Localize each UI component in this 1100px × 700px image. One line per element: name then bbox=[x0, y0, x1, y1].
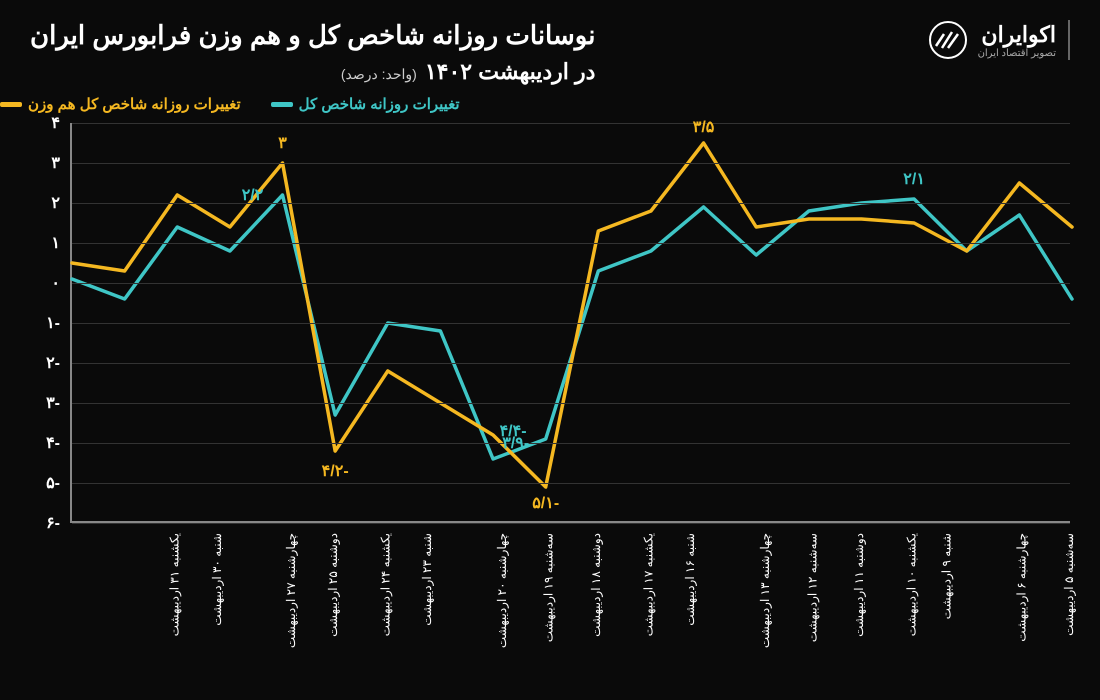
chart-unit: (واحد: درصد) bbox=[341, 66, 417, 83]
brand-logo: اکوایران تصویر اقتصاد ایران bbox=[928, 20, 1070, 60]
x-tick-label: شنبه ۲۳ اردیبهشت bbox=[420, 533, 434, 626]
brand-name: اکوایران bbox=[978, 22, 1056, 48]
plot-area: ۲/۱۳/۵-۳/۹-۵/۱-۴/۴-۴/۲۲/۲۳ bbox=[70, 123, 1070, 523]
grid-line bbox=[72, 483, 1070, 484]
y-tick-label: -۵ bbox=[46, 473, 60, 493]
x-tick-label: یکشنبه ۱۰ اردیبهشت bbox=[904, 533, 918, 636]
y-tick-label: ۳ bbox=[51, 153, 60, 173]
data-annotation: ۳/۵ bbox=[693, 117, 715, 137]
grid-line bbox=[72, 403, 1070, 404]
data-annotation: ۳ bbox=[278, 133, 287, 153]
x-tick-label: شنبه ۹ اردیبهشت bbox=[940, 533, 954, 619]
grid-line bbox=[72, 283, 1070, 284]
grid-line bbox=[72, 203, 1070, 204]
grid-line bbox=[72, 163, 1070, 164]
brand-tagline: تصویر اقتصاد ایران bbox=[978, 48, 1056, 59]
series-line bbox=[72, 195, 1072, 459]
grid-line bbox=[72, 243, 1070, 244]
grid-line bbox=[72, 323, 1070, 324]
x-tick-label: دوشنبه ۱۸ اردیبهشت bbox=[589, 533, 603, 637]
data-annotation: ۲/۲ bbox=[242, 185, 264, 205]
x-tick-label: سه‌شنبه ۵ اردیبهشت bbox=[1062, 533, 1076, 636]
data-annotation: ۲/۱ bbox=[903, 169, 925, 189]
x-tick-label: یکشنبه ۳۱ اردیبهشت bbox=[167, 533, 181, 636]
chart-subtitle: در اردیبهشت ۱۴۰۲ bbox=[425, 59, 596, 85]
legend-series1: تغییرات روزانه شاخص کل هم وزن bbox=[0, 95, 241, 113]
y-tick-label: -۴ bbox=[46, 433, 60, 453]
chart-area: -۶-۵-۴-۳-۲-۱۰۱۲۳۴ ۲/۱۳/۵-۳/۹-۵/۱-۴/۴-۴/۲… bbox=[30, 123, 1070, 613]
y-axis: -۶-۵-۴-۳-۲-۱۰۱۲۳۴ bbox=[30, 123, 60, 523]
y-tick-label: ۰ bbox=[51, 273, 60, 293]
x-tick-label: سه‌شنبه ۱۲ اردیبهشت bbox=[805, 533, 819, 642]
x-tick-label: چهارشنبه ۲۷ اردیبهشت bbox=[284, 533, 298, 648]
series-line bbox=[72, 143, 1072, 487]
x-tick-label: یکشنبه ۱۷ اردیبهشت bbox=[641, 533, 655, 636]
chart-title: نوسانات روزانه شاخص کل و هم وزن فرابورس … bbox=[30, 20, 595, 51]
x-tick-label: چهارشنبه ۲۰ اردیبهشت bbox=[495, 533, 509, 648]
data-annotation: -۴/۲ bbox=[322, 461, 349, 481]
y-tick-label: ۲ bbox=[51, 193, 60, 213]
x-tick-label: دوشنبه ۱۱ اردیبهشت bbox=[852, 533, 866, 637]
grid-line bbox=[72, 363, 1070, 364]
x-tick-label: دوشنبه ۲۵ اردیبهشت bbox=[326, 533, 340, 637]
y-tick-label: -۳ bbox=[46, 393, 60, 413]
legend-swatch-1 bbox=[0, 102, 22, 107]
grid-line bbox=[72, 523, 1070, 524]
x-tick-label: سه‌شنبه ۱۹ اردیبهشت bbox=[542, 533, 556, 642]
y-tick-label: -۶ bbox=[46, 513, 60, 533]
x-tick-label: چهارشنبه ۱۳ اردیبهشت bbox=[758, 533, 772, 648]
brand-icon bbox=[928, 20, 968, 60]
x-tick-label: چهارشنبه ۶ اردیبهشت bbox=[1015, 533, 1029, 642]
grid-line bbox=[72, 123, 1070, 124]
legend-series2: تغییرات روزانه شاخص کل bbox=[271, 95, 460, 113]
y-tick-label: -۲ bbox=[46, 353, 60, 373]
data-annotation: -۵/۱ bbox=[532, 493, 559, 513]
x-tick-label: شنبه ۱۶ اردیبهشت bbox=[683, 533, 697, 626]
y-tick-label: ۱ bbox=[51, 233, 60, 253]
grid-line bbox=[72, 443, 1070, 444]
legend: تغییرات روزانه شاخص کل تغییرات روزانه شا… bbox=[0, 95, 1100, 123]
x-tick-label: یکشنبه ۲۴ اردیبهشت bbox=[378, 533, 392, 636]
x-tick-label: شنبه ۳۰ اردیبهشت bbox=[209, 533, 223, 626]
y-tick-label: -۱ bbox=[46, 313, 60, 333]
data-annotation: -۴/۴ bbox=[500, 421, 527, 441]
y-tick-label: ۴ bbox=[51, 113, 60, 133]
legend-swatch-2 bbox=[271, 102, 293, 107]
